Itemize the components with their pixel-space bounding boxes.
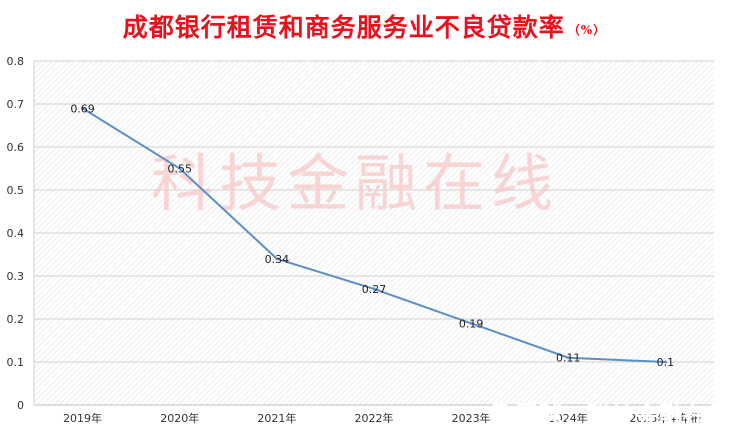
data-point bbox=[178, 167, 182, 170]
x-tick-label: 2019年 bbox=[63, 411, 102, 425]
data-label: 0.69 bbox=[70, 102, 95, 115]
x-tick-label: 2022年 bbox=[355, 411, 394, 425]
data-label: 0.11 bbox=[556, 352, 581, 365]
x-tick-label: 2020年 bbox=[160, 411, 199, 425]
y-tick-label: 0 bbox=[17, 399, 24, 412]
y-tick-label: 0.1 bbox=[7, 356, 25, 369]
footer-watermark-text: 雪球：科技金融在线 bbox=[515, 401, 729, 429]
data-label: 0.55 bbox=[167, 163, 192, 176]
x-tick-label: 2025年半年报 bbox=[629, 411, 701, 425]
data-point bbox=[566, 356, 570, 360]
data-point bbox=[275, 257, 279, 261]
y-tick-label: 0.3 bbox=[7, 270, 25, 283]
data-point bbox=[469, 321, 473, 325]
y-tick-label: 0.6 bbox=[7, 141, 25, 154]
gridlines bbox=[33, 60, 714, 406]
footer-watermark: 雪球：科技金融在线 bbox=[488, 401, 729, 429]
x-tick-label: 2021年 bbox=[257, 411, 296, 425]
data-point bbox=[81, 106, 85, 110]
data-label: 0.1 bbox=[657, 356, 675, 369]
data-label: 0.34 bbox=[265, 253, 290, 266]
y-tick-label: 0.8 bbox=[7, 55, 25, 68]
y-tick-label: 0.7 bbox=[7, 98, 25, 111]
chart-title-text: 成都银行租赁和商务服务业不良贷款率 bbox=[122, 13, 565, 42]
y-tick-label: 0.4 bbox=[7, 227, 25, 240]
chart-title-unit: （%） bbox=[567, 23, 607, 37]
data-labels: 0.69 0.55 0.34 0.27 0.19 0.11 0.1 bbox=[70, 102, 674, 369]
y-tick-label: 0.5 bbox=[7, 184, 25, 197]
x-axis-ticks: 2019年 2020年 2021年 2022年 2023年 2024年 2025年半年报 bbox=[63, 411, 701, 425]
snowball-logo-icon bbox=[488, 402, 512, 426]
x-tick-label: 2023年 bbox=[452, 411, 491, 425]
y-tick-label: 0.2 bbox=[7, 313, 25, 326]
data-point bbox=[663, 360, 667, 364]
data-point bbox=[372, 287, 376, 291]
data-points bbox=[81, 106, 667, 364]
data-label: 0.27 bbox=[362, 283, 387, 296]
x-tick-label: 2024年 bbox=[549, 411, 588, 425]
y-axis-ticks: 0 0.1 0.2 0.3 0.4 0.5 0.6 0.7 0.8 bbox=[7, 55, 25, 412]
data-label: 0.19 bbox=[459, 317, 484, 330]
watermark-text: 科技金融在线 bbox=[151, 147, 559, 220]
chart-title: 成都银行租赁和商务服务业不良贷款率 （%） bbox=[0, 8, 729, 44]
